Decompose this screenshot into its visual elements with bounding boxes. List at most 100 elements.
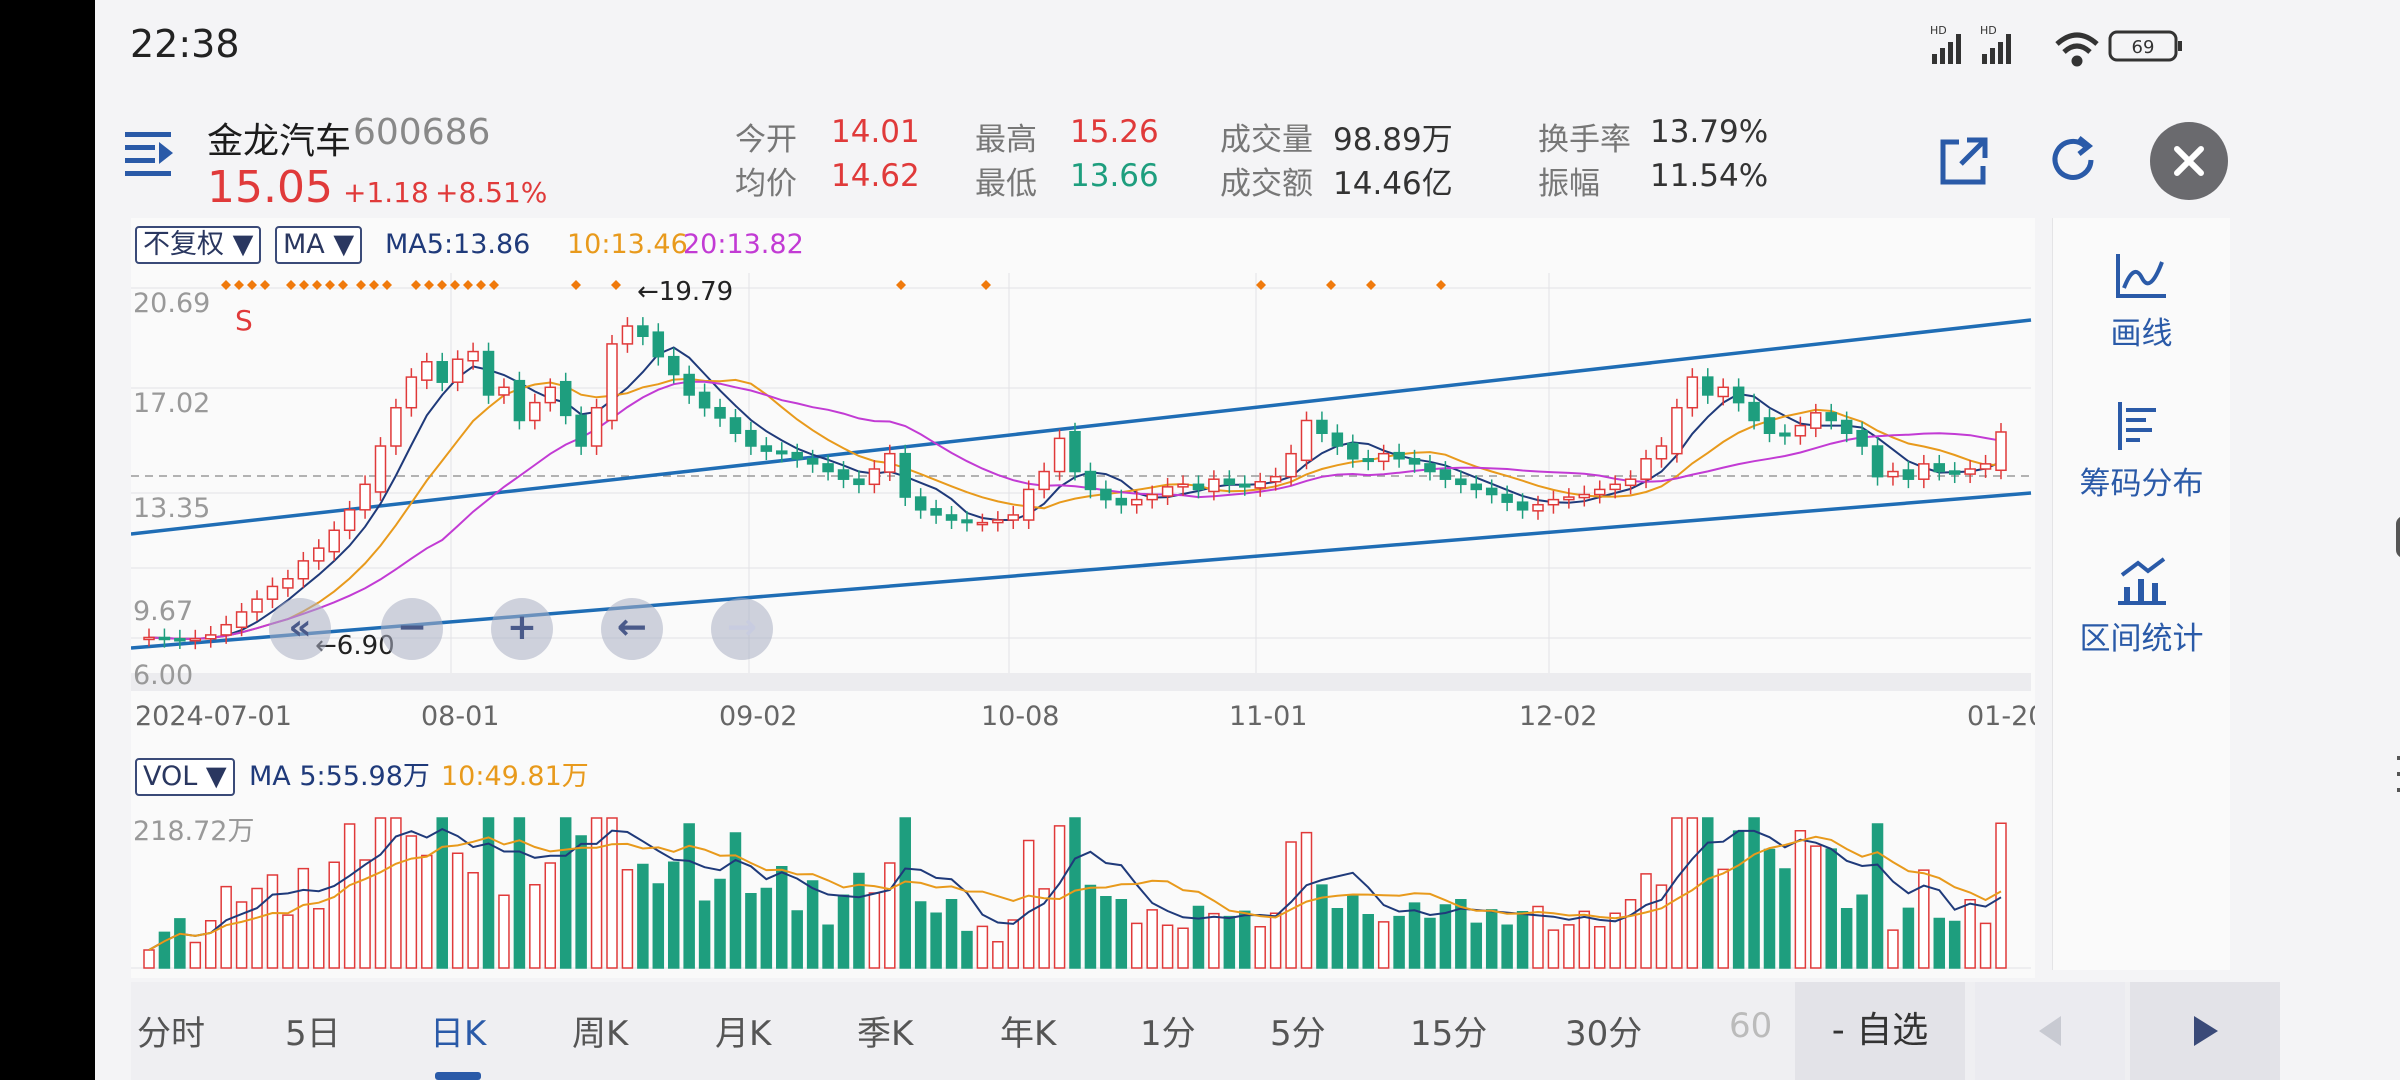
volume-bar (714, 878, 726, 969)
price-change-pct: +8.51% (435, 176, 548, 209)
candle (282, 578, 294, 589)
zoom-out-button[interactable]: − (381, 598, 443, 660)
candle (945, 514, 958, 521)
refresh-icon[interactable] (2043, 130, 2103, 190)
nav-forward-button[interactable]: → (711, 598, 773, 660)
candle (1547, 498, 1560, 506)
tab-5[interactable]: 季K (857, 1014, 914, 1054)
quote-label: 今开 (735, 122, 797, 158)
status-time: 22:38 (130, 22, 240, 66)
tab-11[interactable]: 60 (1729, 1006, 1773, 1046)
prev-stock-button[interactable] (1975, 982, 2125, 1080)
volume-bar (1702, 817, 1714, 969)
candle (1732, 386, 1745, 404)
tab-2[interactable]: 日K (430, 1014, 487, 1054)
y-tick-label: 13.35 (133, 493, 210, 524)
candle (1578, 493, 1591, 499)
candle (1130, 498, 1143, 506)
volume-bar (1655, 884, 1668, 969)
volume-bar (683, 823, 695, 969)
home-nav-icon[interactable] (2395, 515, 2400, 559)
candle (559, 380, 572, 417)
volume-bar (1902, 907, 1915, 969)
draw-line-button[interactable]: 画线 (2053, 248, 2230, 353)
back-nav-icon[interactable] (2395, 275, 2400, 335)
volume-bar (1007, 919, 1020, 969)
signal-marker (489, 280, 499, 290)
volume-bar (529, 884, 541, 969)
candle (1887, 470, 1899, 478)
candle (158, 636, 171, 641)
tab-3[interactable]: 周K (572, 1014, 629, 1054)
volume-bar (698, 900, 711, 969)
volume-bar (498, 894, 510, 969)
signal-marker (1366, 280, 1376, 290)
signal-marker (221, 280, 231, 290)
candle (652, 331, 665, 358)
candle (1979, 463, 1992, 470)
signal-marker (312, 280, 322, 290)
volume-bar (1146, 909, 1158, 969)
vol-select[interactable]: VOL ▼ (135, 758, 235, 796)
tab-7[interactable]: 1分 (1140, 1014, 1196, 1054)
external-link-icon[interactable] (1933, 132, 1993, 192)
volume-bar (359, 859, 371, 969)
candle (637, 325, 649, 337)
volume-bar (282, 914, 294, 969)
volume-bar (328, 861, 340, 969)
volume-bar (791, 910, 803, 969)
kline-chart[interactable]: 20.69 17.02 13.35 9.67 6.00 2024-07-01 08-01 09… (130, 218, 2045, 978)
range-stats-button[interactable]: 区间统计 (2053, 553, 2230, 658)
recents-nav-icon[interactable] (2395, 752, 2400, 796)
volume-bar (621, 869, 634, 969)
watchlist-button[interactable]: - 自选 (1795, 982, 1965, 1080)
nav-back-button[interactable]: ← (601, 598, 663, 660)
candle (806, 458, 819, 465)
candle (667, 355, 680, 376)
tab-0[interactable]: 分时 (137, 1014, 205, 1054)
volume-bar (251, 887, 263, 969)
volume-bar (174, 918, 186, 969)
menu-icon[interactable] (123, 128, 175, 178)
candle (606, 343, 618, 422)
candle (1640, 458, 1652, 480)
indicator-select[interactable]: MA ▼ (275, 226, 363, 264)
candle (1763, 417, 1776, 435)
zoom-in-button[interactable]: + (491, 598, 553, 660)
candle (1285, 452, 1297, 478)
volume-bar (421, 854, 433, 969)
tab-1[interactable]: 5日 (285, 1014, 341, 1054)
close-button[interactable] (2150, 122, 2228, 200)
candle (1192, 483, 1205, 491)
candle (1208, 478, 1220, 493)
tab-9[interactable]: 15分 (1410, 1014, 1488, 1054)
volume-bar (1285, 841, 1297, 969)
signal-marker (299, 280, 309, 290)
tab-4[interactable]: 月K (715, 1014, 772, 1054)
volume-bar (976, 925, 989, 969)
volume-bar (1933, 917, 1946, 969)
candle (1331, 432, 1344, 447)
nav-first-button[interactable]: « (269, 598, 331, 660)
candle (698, 391, 711, 409)
adjust-select[interactable]: 不复权 ▼ (135, 226, 262, 264)
candle (1254, 481, 1266, 489)
tab-10[interactable]: 30分 (1565, 1014, 1643, 1054)
signal-marker (411, 280, 421, 290)
volume-bar (390, 817, 402, 969)
chart-panel[interactable]: 20.69 17.02 13.35 9.67 6.00 2024-07-01 08-01 09… (130, 218, 2045, 978)
next-stock-button[interactable] (2130, 982, 2280, 1080)
candle (1825, 412, 1837, 422)
candle (1100, 488, 1112, 501)
chip-distribution-button[interactable]: 筹码分布 (2053, 398, 2230, 503)
volume-bar (1516, 911, 1529, 969)
chart-band (131, 673, 2031, 691)
candle (1717, 386, 1729, 398)
tab-6[interactable]: 年K (1000, 1014, 1057, 1054)
volume-bar (1918, 869, 1930, 969)
volume-bar (868, 892, 881, 969)
volume-bar (436, 817, 448, 969)
stock-name: 金龙汽车 (207, 121, 352, 162)
quote-value: 14.46亿 (1333, 166, 1453, 202)
tab-8[interactable]: 5分 (1270, 1014, 1326, 1054)
